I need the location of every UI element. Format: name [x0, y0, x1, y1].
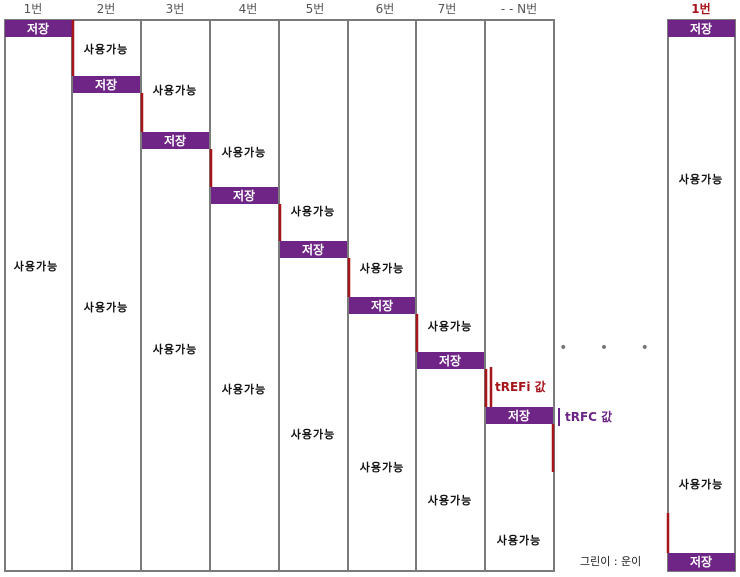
store-bar-col-6	[349, 297, 415, 314]
store-bar-col-4	[211, 187, 278, 204]
available-label-col-5-lower: 사용가능	[291, 427, 335, 441]
store-bar-col-7	[417, 352, 484, 369]
available-label-col-7-upper: 사용가능	[428, 319, 472, 333]
header-col-5: 5번	[306, 2, 325, 16]
column-1-frame	[4, 19, 73, 572]
available-label-col-3-upper: 사용가능	[153, 83, 197, 97]
header-col-4: 4번	[239, 2, 258, 16]
refresh-lines	[71, 20, 670, 553]
column-7-frame	[415, 19, 486, 572]
store-label-col-n: 저장	[508, 408, 530, 423]
column-3-frame	[140, 19, 211, 572]
store-bar-col-2	[73, 76, 140, 93]
store-labels: 저장 저장 저장 저장 저장 저장 저장 저장 저장 저장	[27, 21, 712, 569]
store-label-col-2: 저장	[95, 77, 117, 92]
available-label-col-1: 사용가능	[14, 259, 58, 273]
store-label-col-6: 저장	[371, 298, 393, 313]
available-label-col-7-lower: 사용가능	[428, 493, 472, 507]
column-last-frame	[667, 19, 736, 572]
available-label-col-3-lower: 사용가능	[153, 342, 197, 356]
store-bar-col-5	[280, 241, 347, 258]
store-label-col-last-bottom: 저장	[690, 554, 712, 569]
store-bar-col-last-top	[668, 20, 735, 37]
available-label-col-4-upper: 사용가능	[222, 145, 266, 159]
header-col-3: 3번	[166, 2, 185, 16]
store-bar-col-n	[486, 407, 553, 424]
store-bar-col-last-bottom	[668, 553, 735, 571]
header-col-2: 2번	[97, 2, 116, 16]
available-label-col-4-lower: 사용가능	[222, 382, 266, 396]
header-col-7: 7번	[438, 2, 457, 16]
available-label-col-6-lower: 사용가능	[360, 460, 404, 474]
ellipsis-dots: • • •	[559, 340, 663, 356]
column-frames	[4, 19, 736, 572]
header-col-last: 1번	[691, 1, 710, 16]
column-n-frame	[484, 19, 555, 572]
credit-text: 그린이 : 운이	[580, 555, 641, 568]
store-label-col-7: 저장	[439, 353, 461, 368]
column-5-frame	[278, 19, 349, 572]
store-label-col-5: 저장	[302, 242, 324, 257]
store-bar-col-3	[142, 132, 209, 149]
available-label-col-2-upper: 사용가능	[84, 42, 128, 56]
available-label-col-last-lower: 사용가능	[679, 477, 723, 491]
header-col-n: - - N번	[501, 2, 537, 16]
store-label-col-1: 저장	[27, 21, 49, 36]
store-label-col-last-top: 저장	[690, 21, 712, 36]
header-col-1: 1번	[24, 2, 43, 16]
store-label-col-4: 저장	[233, 188, 255, 203]
column-6-frame	[347, 19, 417, 572]
column-2-frame	[71, 19, 142, 572]
column-4-frame	[209, 19, 280, 572]
store-bars	[5, 20, 735, 571]
trefi-label: tREFi 값	[495, 380, 546, 394]
store-label-col-3: 저장	[164, 133, 186, 148]
available-labels: 사용가능 사용가능 사용가능 사용가능 사용가능 사용가능 사용가능 사용가능 …	[14, 42, 723, 547]
header-col-6: 6번	[376, 2, 395, 16]
available-label-col-2-lower: 사용가능	[84, 300, 128, 314]
available-label-col-5-upper: 사용가능	[291, 204, 335, 218]
column-headers: 1번 2번 3번 4번 5번 6번 7번 - - N번 1번	[24, 1, 711, 16]
trfc-label: tRFC 값	[565, 410, 612, 424]
available-label-col-last-upper: 사용가능	[679, 172, 723, 186]
store-bar-col-1	[5, 20, 72, 37]
available-label-col-n: 사용가능	[497, 533, 541, 547]
available-label-col-6-upper: 사용가능	[360, 261, 404, 275]
